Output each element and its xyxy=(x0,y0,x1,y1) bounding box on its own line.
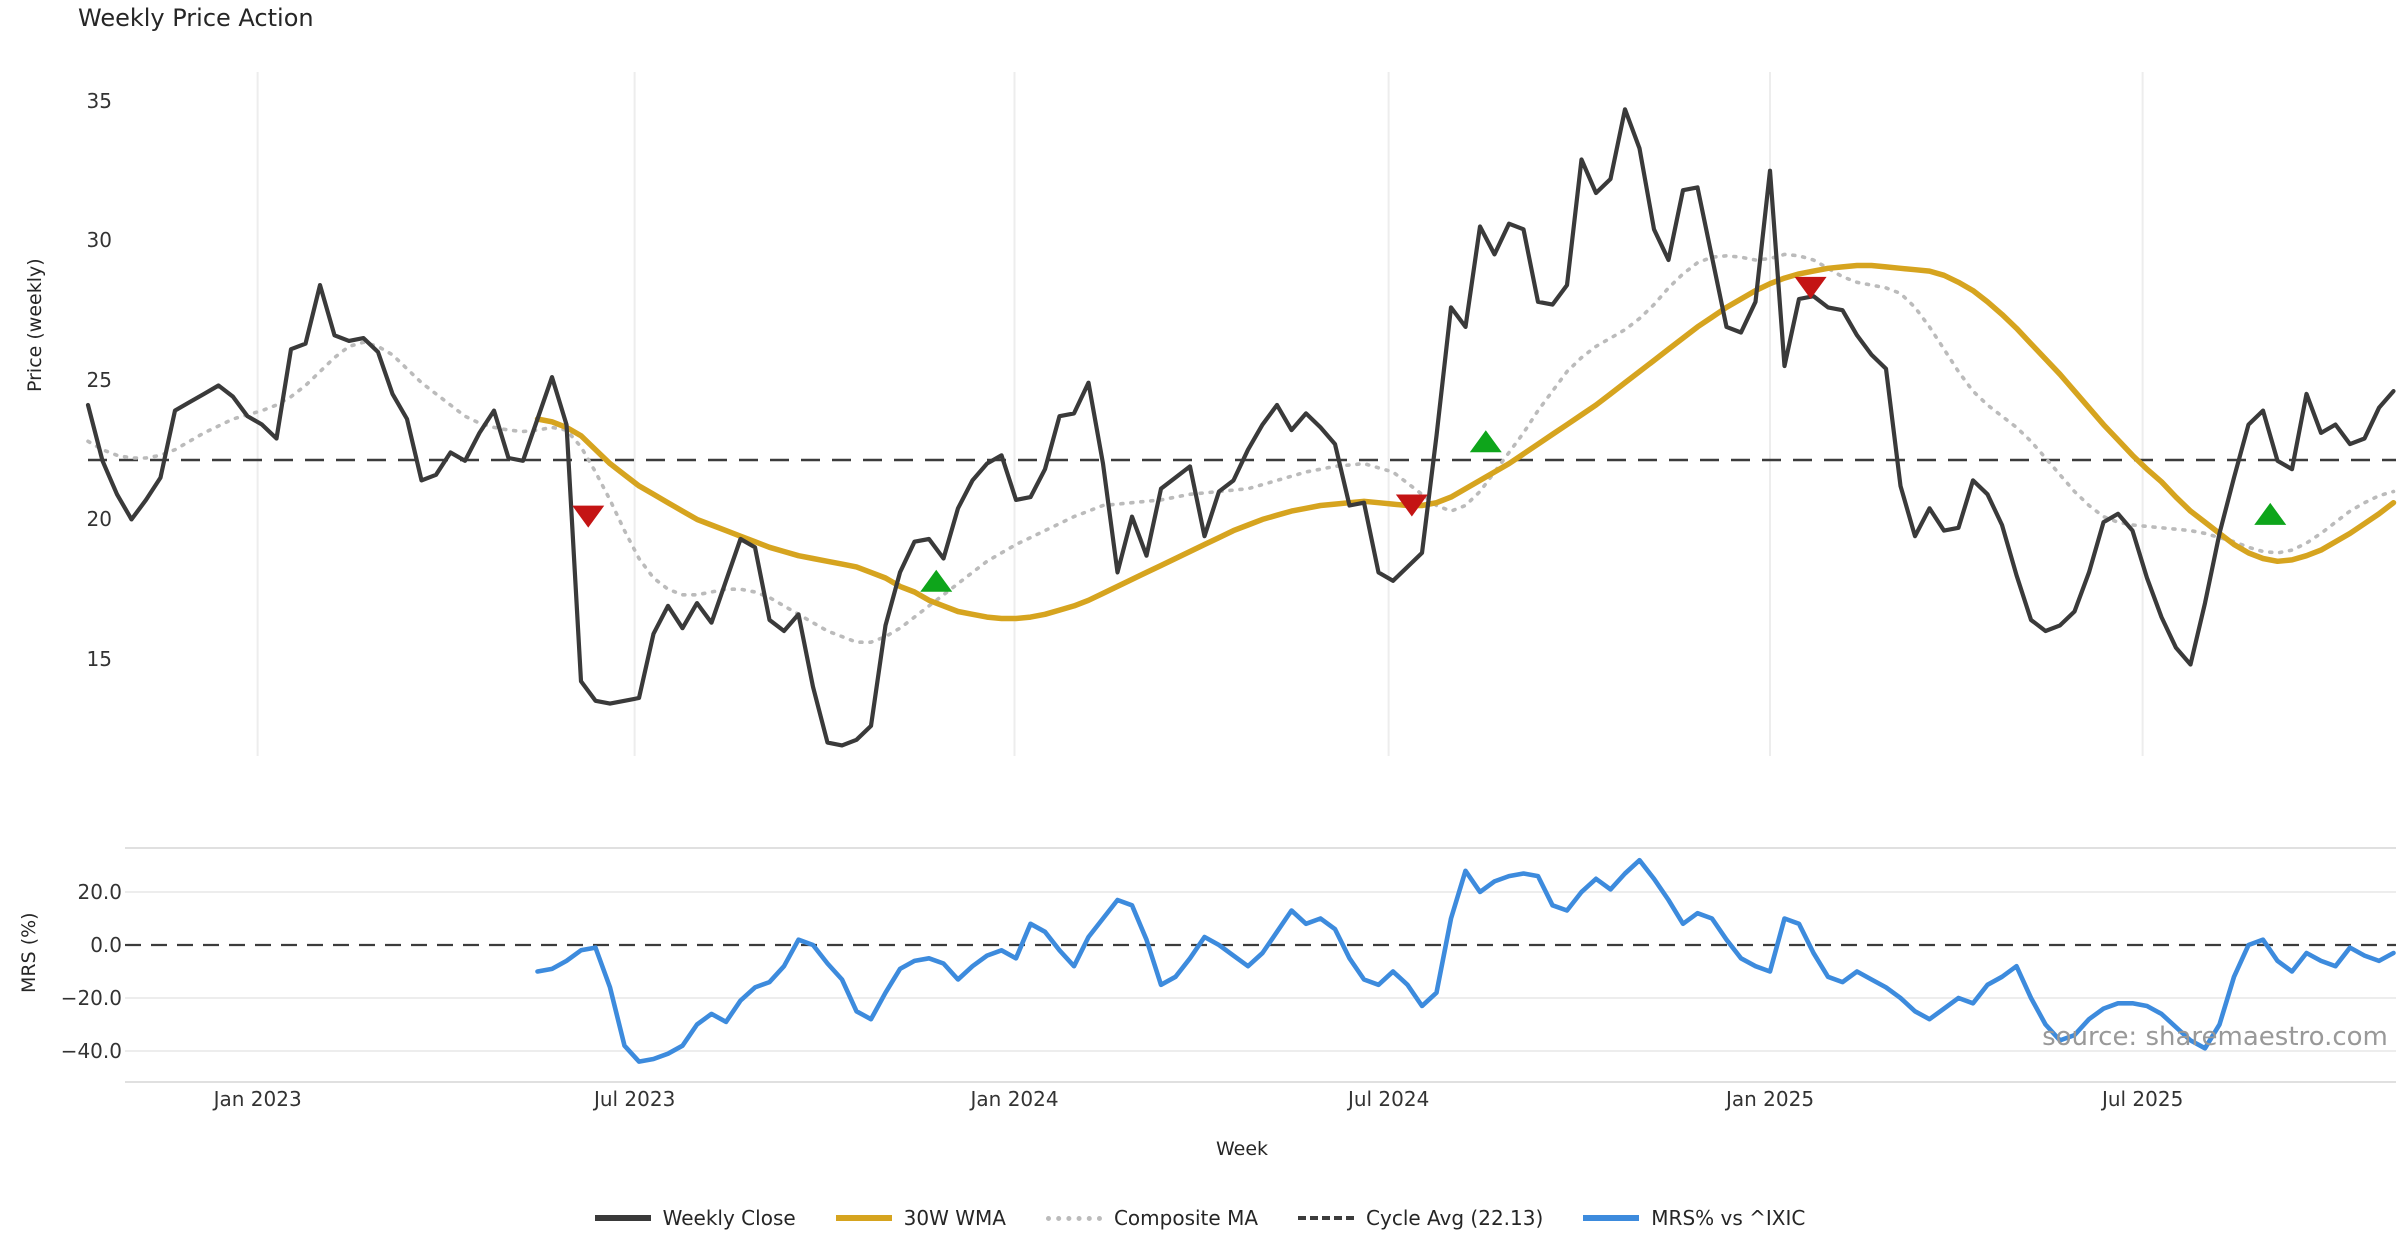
price-tick-label: 15 xyxy=(86,646,112,671)
x-tick-label: Jan 2025 xyxy=(1725,1087,1815,1111)
legend-item-cycle-avg: Cycle Avg (22.13) xyxy=(1298,1206,1543,1230)
x-tick-label: Jul 2023 xyxy=(593,1087,676,1111)
mrs-swatch-icon xyxy=(1583,1215,1640,1221)
wma-swatch-icon xyxy=(835,1215,892,1221)
weekly-close-swatch-icon xyxy=(594,1215,651,1221)
legend-label: MRS% vs ^IXIC xyxy=(1651,1206,1806,1230)
legend-label: Weekly Close xyxy=(662,1206,796,1230)
sell-signal-icon xyxy=(1395,494,1428,517)
mrs-tick-label: 0.0 xyxy=(90,933,122,957)
buy-signal-icon xyxy=(2254,502,2287,525)
sell-signal-icon xyxy=(572,505,605,528)
sell-signal-icon xyxy=(1794,276,1827,299)
mrs-tick-label: 20.0 xyxy=(77,880,122,904)
legend-label: Composite MA xyxy=(1113,1206,1259,1230)
cycle-avg-swatch-icon xyxy=(1298,1216,1355,1220)
buy-signal-icon xyxy=(920,569,953,592)
weekly-close-line xyxy=(85,107,2396,748)
legend-item-30w-wma: 30W WMA xyxy=(835,1206,1006,1230)
legend-label: Cycle Avg (22.13) xyxy=(1366,1206,1544,1230)
x-tick-label: Jul 2025 xyxy=(2101,1087,2184,1111)
composite-ma-line xyxy=(86,252,2396,645)
legend-item-mrs: MRS% vs ^IXIC xyxy=(1583,1206,1805,1230)
wma-line xyxy=(534,262,2397,622)
legend: Weekly Close 30W WMA Composite MA Cycle … xyxy=(0,1206,2400,1230)
mrs-line xyxy=(535,857,2396,1064)
legend-item-composite-ma: Composite MA xyxy=(1045,1206,1259,1230)
composite-swatch-icon xyxy=(1045,1215,1102,1221)
price-tick-label: 20 xyxy=(86,507,112,532)
x-tick-label: Jul 2024 xyxy=(1347,1087,1430,1111)
x-tick-label: Jan 2024 xyxy=(970,1087,1059,1111)
price-tick-label: 25 xyxy=(86,367,112,392)
source-watermark: source: sharemaestro.com xyxy=(2042,1022,2388,1052)
legend-label: 30W WMA xyxy=(903,1206,1006,1230)
mrs-tick-label: −20.0 xyxy=(60,986,122,1010)
mrs-tick-label: −40.0 xyxy=(60,1039,122,1063)
price-tick-label: 35 xyxy=(86,88,112,113)
x-axis-title: Week xyxy=(1215,1138,1269,1160)
buy-signal-icon xyxy=(1469,430,1502,453)
chart-title: Weekly Price Action xyxy=(78,4,314,32)
legend-item-weekly-close: Weekly Close xyxy=(594,1206,796,1230)
price-tick-label: 30 xyxy=(86,228,112,253)
x-tick-label: Jan 2023 xyxy=(213,1087,302,1111)
